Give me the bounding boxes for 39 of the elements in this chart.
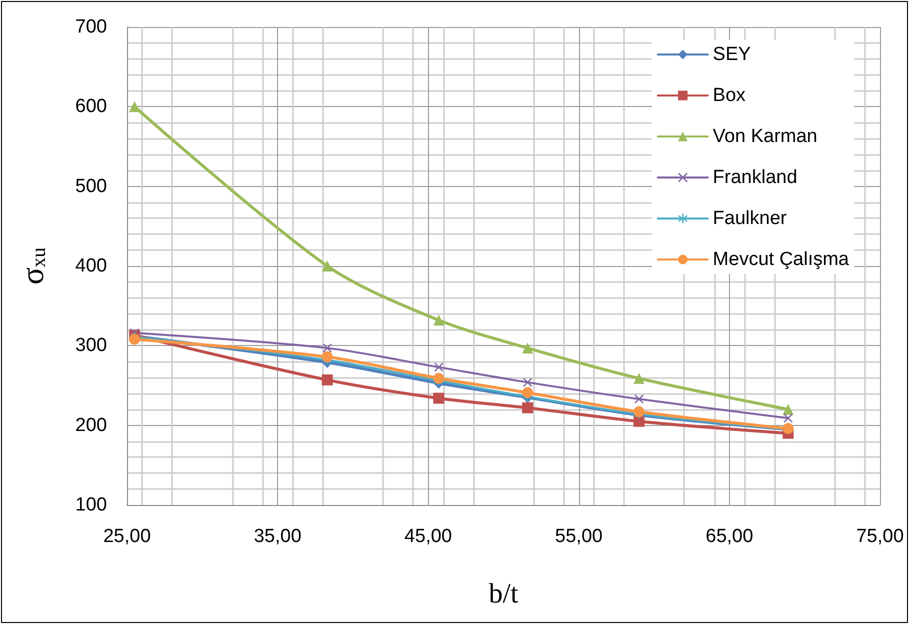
legend-label: Faulkner [712, 208, 788, 229]
x-tick-label: 45,00 [404, 526, 452, 547]
x-tick-label: 55,00 [555, 526, 603, 547]
point [634, 416, 645, 427]
y-tick-label: 400 [75, 256, 107, 276]
y-tick-label: 700 [75, 16, 107, 38]
point [129, 334, 140, 345]
point [433, 372, 444, 384]
point [129, 101, 140, 112]
x-tick-label: 65,00 [706, 526, 754, 547]
point [634, 372, 645, 384]
y-tick-label: 500 [75, 176, 107, 197]
point [322, 374, 333, 386]
legend-label: Mevcut Çalışma [712, 249, 850, 270]
y-tick-label: 100 [75, 494, 107, 516]
legend-label: Von Karman [712, 126, 818, 147]
point [634, 406, 645, 418]
legend-label: Box [712, 85, 746, 106]
point [522, 402, 534, 414]
x-axis-title: b/t [488, 578, 518, 610]
y-tick-label: 600 [75, 96, 107, 118]
legend-label: Frankland [712, 167, 798, 188]
point [433, 392, 444, 404]
y-tick-label: 300 [75, 335, 107, 356]
legend-label: SEY [712, 44, 752, 65]
y-axis-title: σxu [14, 247, 50, 285]
x-tick-label: 35,00 [254, 526, 302, 547]
y-tick-label: 200 [75, 414, 107, 436]
point [784, 414, 793, 423]
point [522, 387, 534, 398]
point [322, 351, 333, 362]
x-tick-label: 25,00 [103, 526, 151, 547]
point [523, 378, 532, 387]
point [322, 344, 332, 353]
point [322, 260, 333, 272]
point [782, 404, 794, 415]
point [433, 314, 444, 326]
point [522, 342, 534, 354]
x-tick-label: 75,00 [856, 526, 904, 547]
